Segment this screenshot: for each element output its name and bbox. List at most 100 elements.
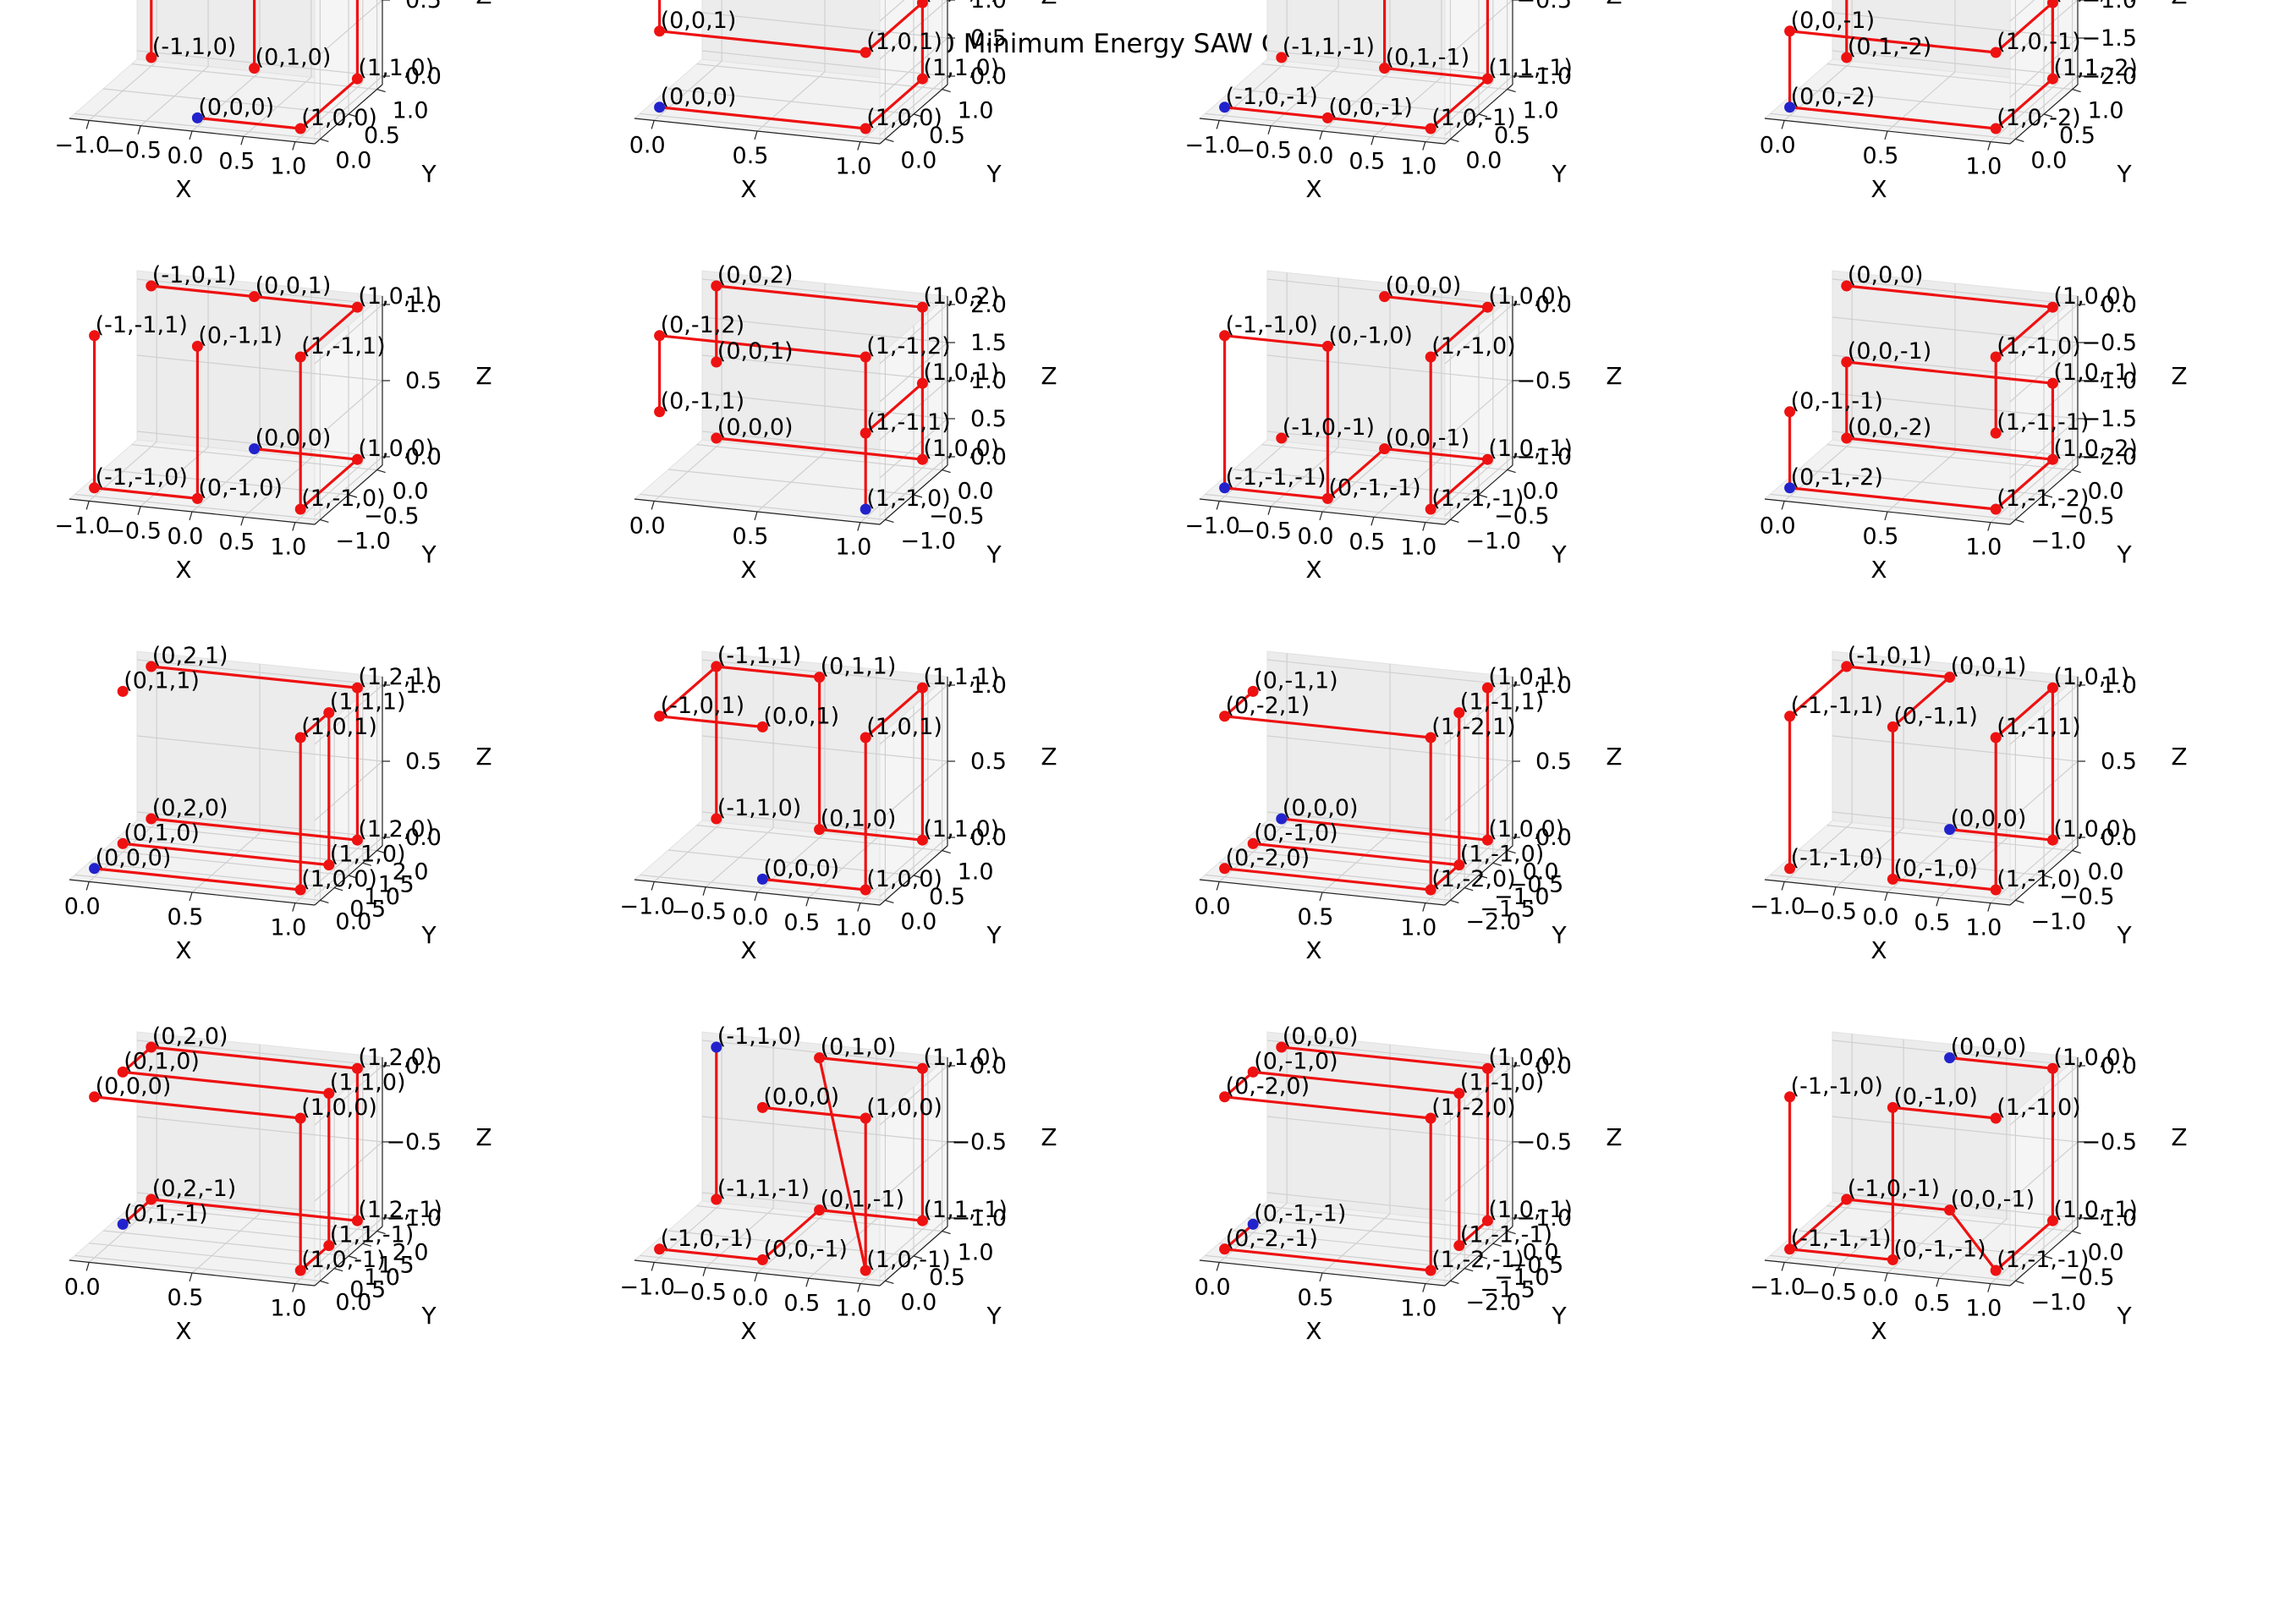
y-tick-label: 0.5 xyxy=(349,897,386,923)
y-tick xyxy=(348,1255,358,1259)
y-axis-label: Y xyxy=(986,160,1002,188)
y-tick-label: −1.0 xyxy=(335,528,391,554)
grid-line xyxy=(1832,354,2079,381)
x-axis-label: X xyxy=(1305,175,1321,203)
z-tick-label: 1.0 xyxy=(2101,672,2137,699)
lattice-point xyxy=(1841,356,1853,368)
grid-line xyxy=(701,1192,948,1219)
path-segment xyxy=(1222,867,1432,892)
y-tick-label: −1.5 xyxy=(1480,897,1535,923)
grid-line xyxy=(701,354,948,381)
lattice-point xyxy=(1219,330,1231,342)
grid-line xyxy=(696,63,942,91)
lattice-point xyxy=(1481,682,1493,694)
y-tick xyxy=(1464,1268,1474,1272)
y-tick-label: 0.0 xyxy=(2088,859,2124,886)
x-tick-label: 0.0 xyxy=(1863,1285,1899,1311)
x-tick-label: 0.5 xyxy=(218,148,255,174)
grid-line xyxy=(1247,837,1493,864)
point-label: (1,0,-2) xyxy=(1997,105,2081,131)
point-label: (1,0,0) xyxy=(2053,816,2129,842)
grid-line xyxy=(2009,418,2079,479)
point-label: (0,0,-1) xyxy=(1386,425,1470,452)
point-label: (1,1,0) xyxy=(330,1070,406,1096)
x-tick xyxy=(702,1267,706,1276)
lattice-point xyxy=(860,47,871,58)
y-tick-label: 1.0 xyxy=(364,1265,400,1291)
path-segment xyxy=(253,295,359,309)
grid-line xyxy=(131,825,377,852)
lattice-point xyxy=(146,52,157,63)
grid-line xyxy=(314,760,383,821)
lattice-point xyxy=(916,301,928,313)
grid-line xyxy=(640,1254,886,1281)
path-segment xyxy=(1280,817,1490,842)
point-label: (1,2,0) xyxy=(358,816,434,842)
path-segment xyxy=(1429,77,1490,130)
y-axis-label: Y xyxy=(1551,1302,1567,1330)
point-label: (0,0,0) xyxy=(96,845,172,871)
lattice-point xyxy=(1990,1112,2002,1124)
y-tick-label: −1.0 xyxy=(2030,1289,2086,1315)
grid-line xyxy=(2009,1217,2079,1278)
lattice-point xyxy=(1841,432,1853,444)
grid-line xyxy=(879,304,948,365)
point-label: (0,0,0) xyxy=(1386,273,1462,299)
grid-line xyxy=(1219,1243,1465,1270)
path-segment xyxy=(1994,458,2054,511)
y-tick xyxy=(376,89,386,93)
lattice-point xyxy=(1425,1112,1436,1124)
path-segment xyxy=(715,436,925,461)
point-label: (1,-2,0) xyxy=(1431,1095,1516,1121)
x-tick xyxy=(1987,1283,1991,1292)
point-label: (1,0,-1) xyxy=(1431,105,1516,131)
x-tick xyxy=(1319,892,1323,902)
z-tick-label: −1.0 xyxy=(1516,444,1572,470)
z-tick-label: 1.0 xyxy=(970,368,1007,394)
y-tick xyxy=(334,1268,343,1272)
path-segment xyxy=(1948,1056,2054,1070)
grid-line xyxy=(701,50,948,77)
grid-line xyxy=(1266,811,1513,838)
lattice-point xyxy=(89,482,101,494)
x-tick xyxy=(1781,1262,1785,1271)
x-axis-label: X xyxy=(740,936,756,964)
x-tick-label: 0.5 xyxy=(1298,1285,1334,1311)
point-label: (-1,-1,-1) xyxy=(1226,464,1326,491)
x-tick xyxy=(137,125,141,134)
z-tick-label: −0.5 xyxy=(2081,330,2137,356)
point-label: (1,-1,-1) xyxy=(1460,1222,1552,1248)
grid-line xyxy=(1826,825,2073,852)
y-tick-label: −0.5 xyxy=(929,503,985,529)
y-tick xyxy=(362,862,371,866)
z-tick-label: −1.5 xyxy=(2081,25,2137,52)
point-label: (1,0,-1) xyxy=(2053,359,2138,386)
grid-line xyxy=(1266,431,1513,458)
point-label: (0,2,0) xyxy=(152,1023,228,1050)
lattice-point xyxy=(1425,503,1436,515)
point-label: (1,0,0) xyxy=(358,436,434,462)
x-axis-label: X xyxy=(1305,936,1321,964)
start-point xyxy=(1219,482,1231,494)
lattice-point xyxy=(1425,123,1436,134)
point-label: (0,0,-1) xyxy=(1328,94,1413,120)
point-label: (0,-1,-1) xyxy=(1254,1200,1346,1226)
y-tick xyxy=(1450,138,1459,142)
x-tick xyxy=(1781,881,1785,891)
point-label: (0,0,1) xyxy=(1951,654,2027,680)
point-label: (0,0,0) xyxy=(717,414,794,441)
point-label: (1,0,0) xyxy=(1488,283,1564,310)
lattice-point xyxy=(146,813,157,825)
path-segment xyxy=(817,1208,925,1222)
start-point xyxy=(191,112,203,123)
path-segment xyxy=(1788,1198,1848,1251)
lattice-point xyxy=(1453,1240,1465,1252)
path-segment xyxy=(1382,447,1490,461)
grid-line xyxy=(1266,1040,1513,1067)
lattice-point xyxy=(1276,52,1288,63)
lattice-point xyxy=(294,732,306,743)
grid-line xyxy=(1266,1192,1513,1219)
point-label: (1,0,1) xyxy=(866,29,942,55)
point-label: (0,-1,0) xyxy=(1893,855,1978,881)
y-tick xyxy=(2015,1280,2024,1284)
